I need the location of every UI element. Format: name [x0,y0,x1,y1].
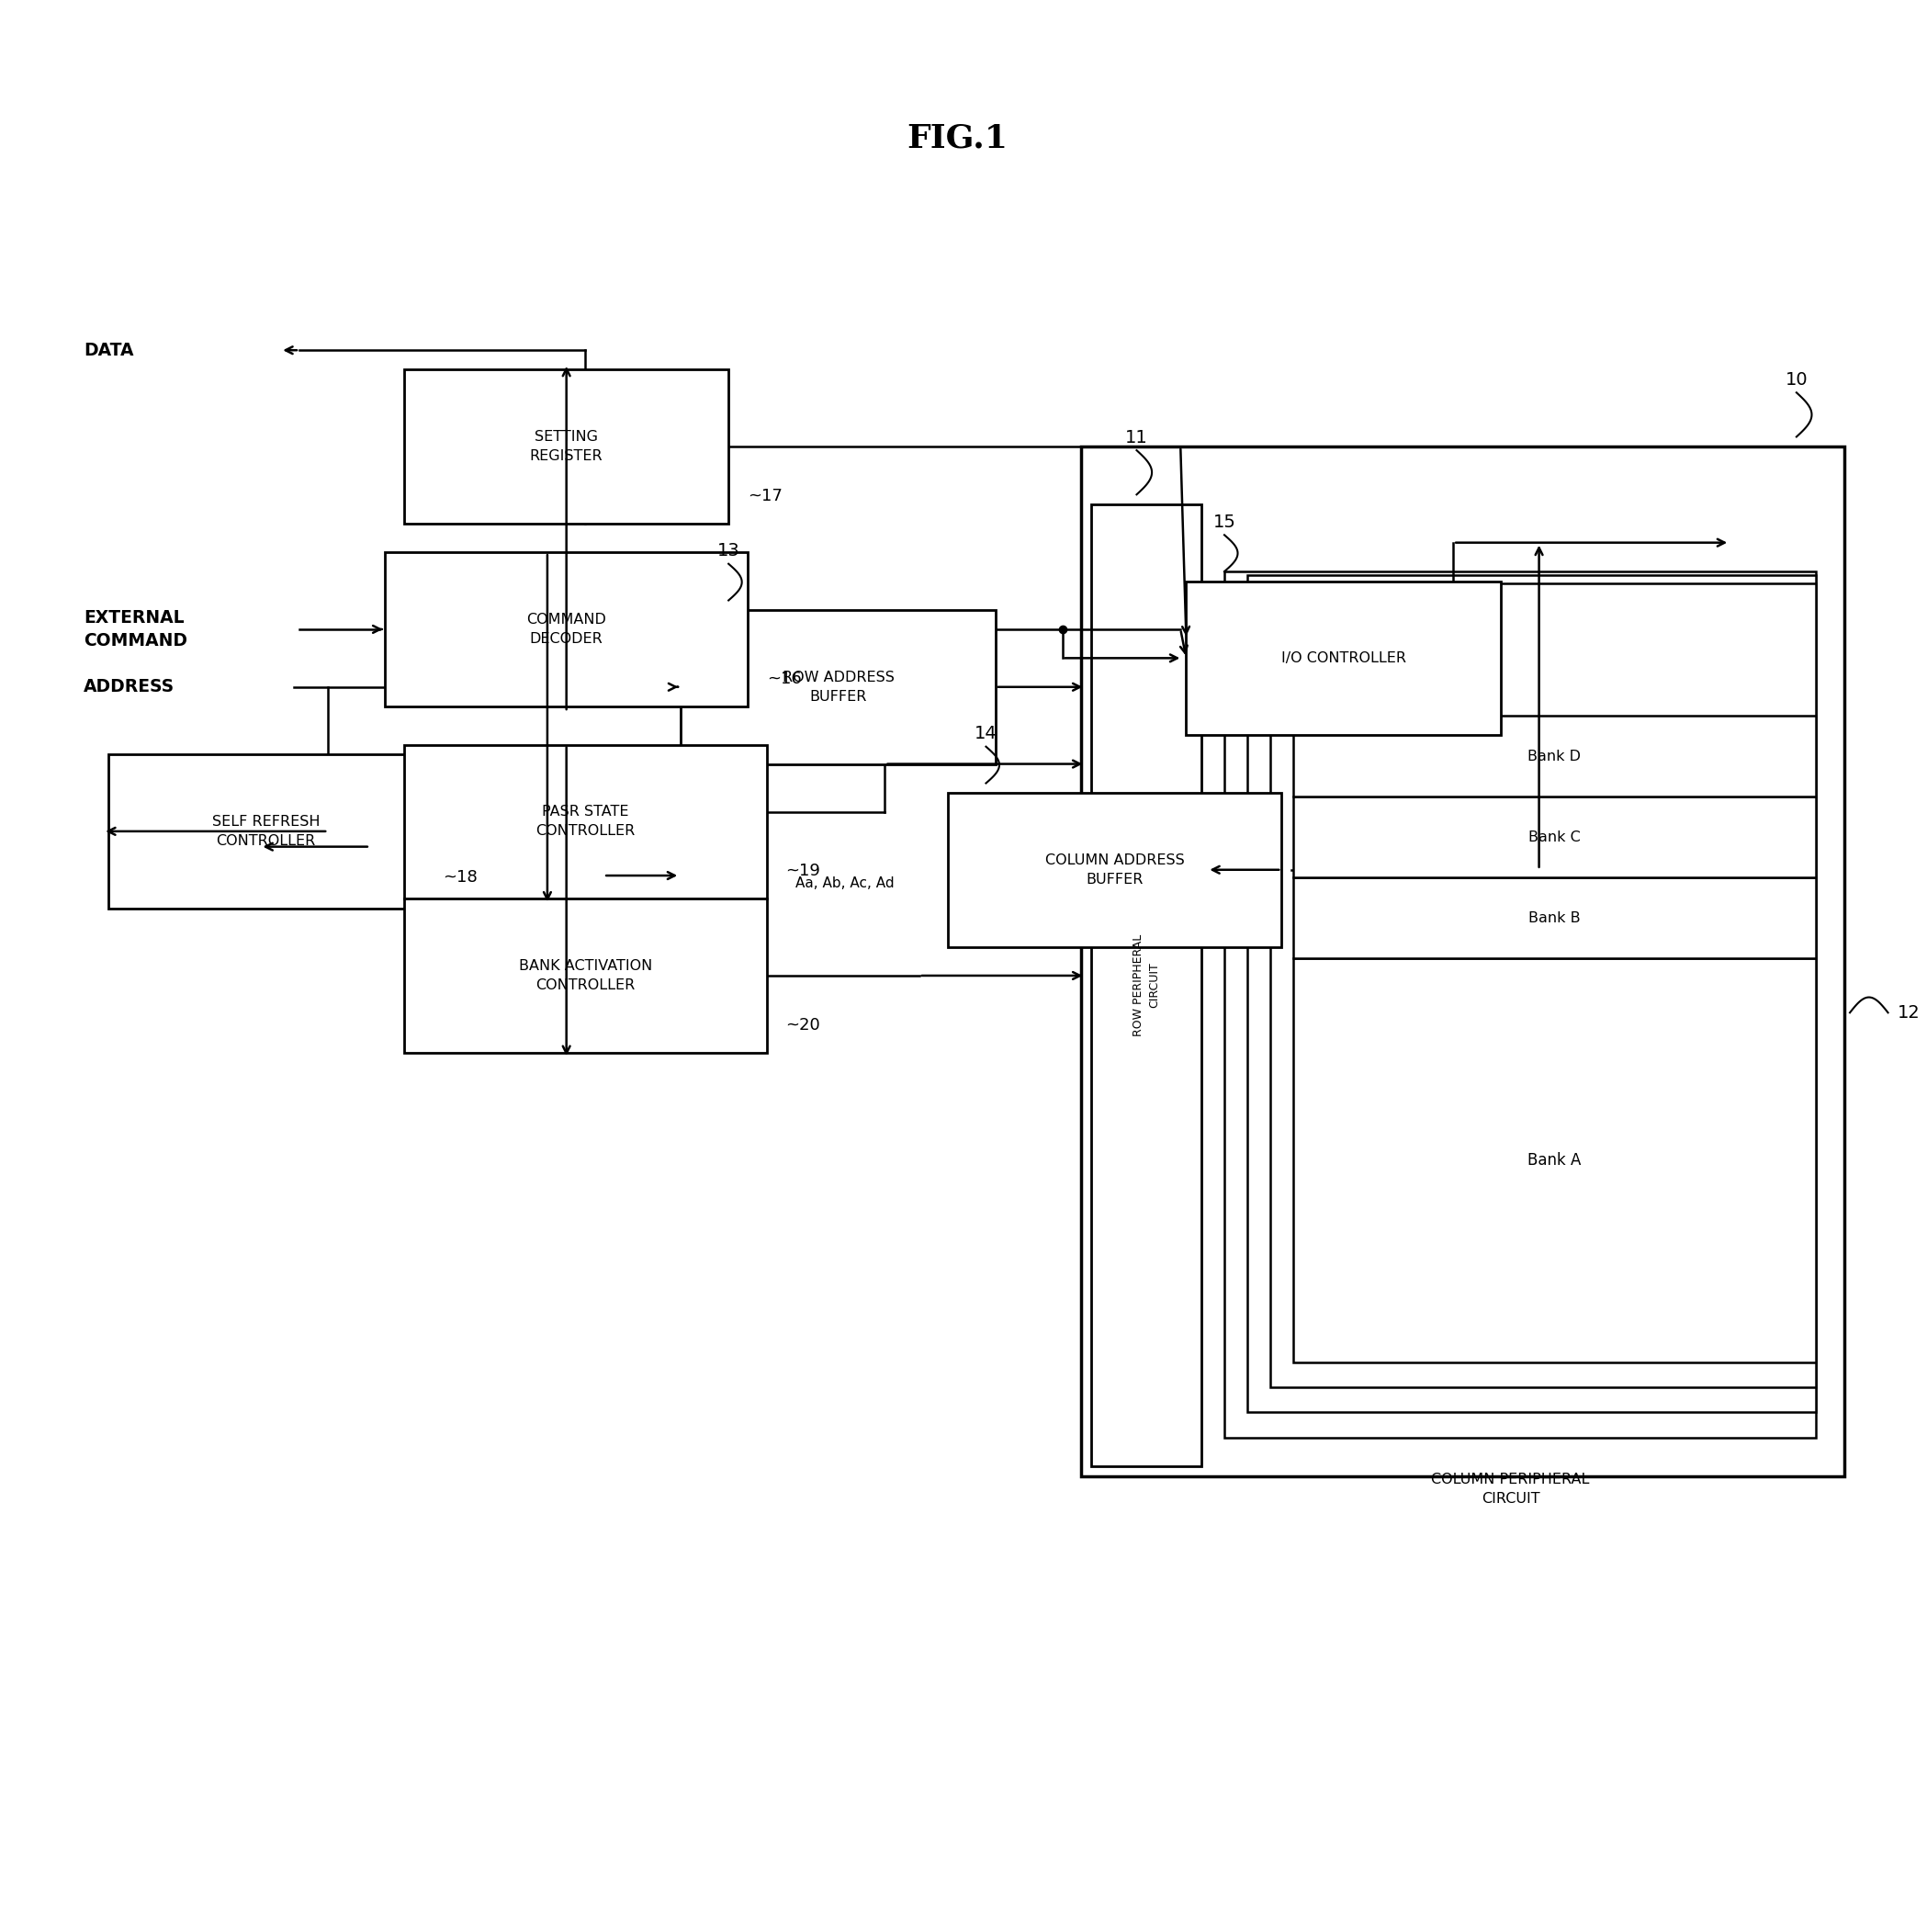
Text: SELF REFRESH
CONTROLLER: SELF REFRESH CONTROLLER [212,815,320,848]
Text: FIG.1: FIG.1 [908,124,1008,155]
Bar [1081,446,1844,1476]
Bar [1224,572,1815,1437]
Bar [1293,796,1815,877]
Bar [1187,582,1501,734]
Bar [405,744,767,898]
Text: ~20: ~20 [786,1016,821,1034]
Text: I/O CONTROLLER: I/O CONTROLLER [1281,651,1407,665]
Text: Bank B: Bank B [1528,912,1580,925]
Text: Bank D: Bank D [1528,750,1580,763]
Bar [405,898,767,1053]
Bar [1247,576,1815,1412]
Bar [1270,583,1815,1387]
Text: Aa, Ab, Ac, Ad: Aa, Ab, Ac, Ad [796,877,894,891]
Text: COLUMN ADDRESS
BUFFER: COLUMN ADDRESS BUFFER [1044,854,1185,887]
Text: ROW PERIPHERAL
CIRCUIT: ROW PERIPHERAL CIRCUIT [1133,935,1160,1036]
Text: COLUMN PERIPHERAL
CIRCUIT: COLUMN PERIPHERAL CIRCUIT [1432,1472,1590,1505]
Text: 12: 12 [1898,1005,1921,1022]
Text: ~17: ~17 [748,487,782,504]
Bar [1091,504,1201,1466]
Bar [1293,717,1815,796]
Text: COMMAND
DECODER: COMMAND DECODER [526,612,607,645]
Bar [405,369,728,524]
Text: DATA: DATA [85,342,135,359]
Text: ~19: ~19 [786,864,821,879]
Text: ~18: ~18 [443,869,478,885]
Bar [948,792,1281,947]
Text: EXTERNAL
COMMAND: EXTERNAL COMMAND [85,609,187,649]
Text: 13: 13 [717,543,740,560]
Text: ROW ADDRESS
BUFFER: ROW ADDRESS BUFFER [782,670,894,703]
Text: 14: 14 [975,724,998,742]
Text: 11: 11 [1125,429,1148,446]
Text: PASR STATE
CONTROLLER: PASR STATE CONTROLLER [536,806,636,838]
Text: Bank A: Bank A [1528,1151,1580,1169]
Bar [1293,877,1815,958]
Bar [1293,958,1815,1362]
Bar [680,611,996,763]
Text: 15: 15 [1212,514,1235,531]
Bar [108,753,424,908]
Text: 10: 10 [1784,371,1808,388]
Text: ~16: ~16 [767,670,802,688]
Text: BANK ACTIVATION
CONTROLLER: BANK ACTIVATION CONTROLLER [518,958,651,993]
Text: SETTING
REGISTER: SETTING REGISTER [530,431,603,464]
Text: ADDRESS: ADDRESS [85,678,175,696]
Bar [385,553,748,707]
Text: Bank C: Bank C [1528,831,1580,844]
